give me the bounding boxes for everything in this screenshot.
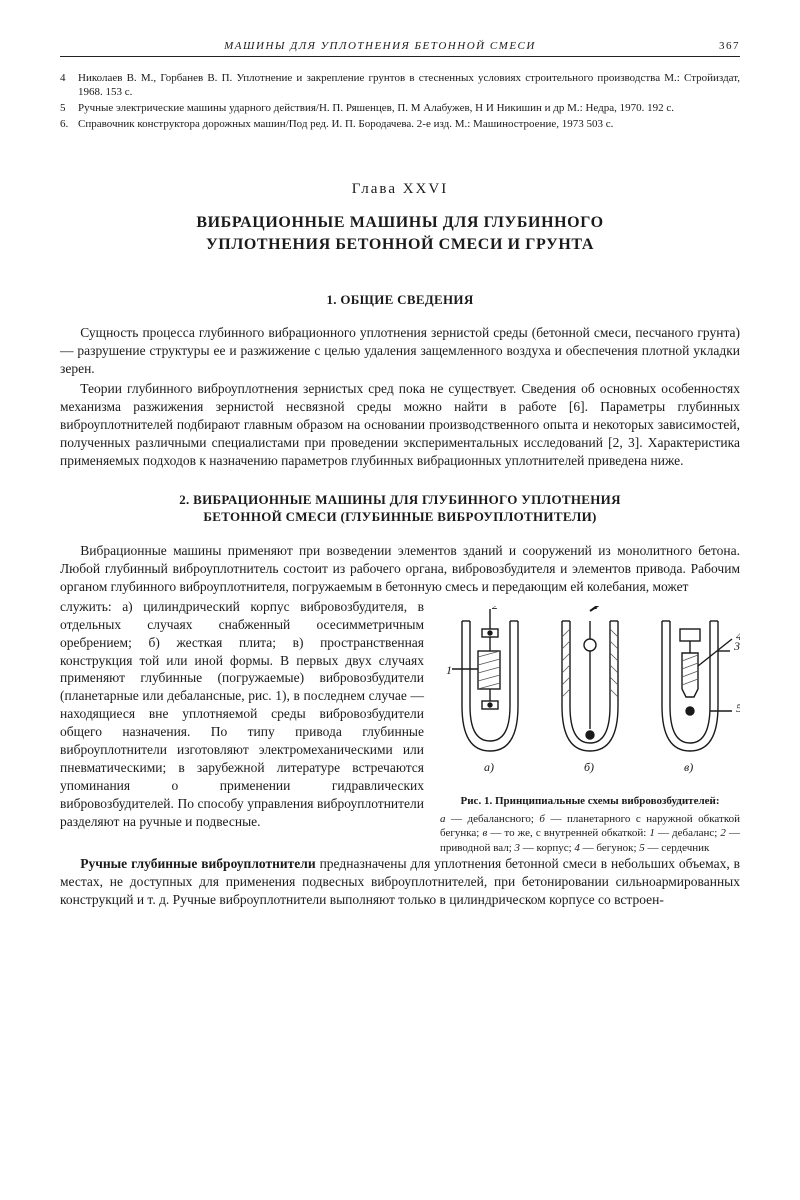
ref-num: 4: [60, 71, 78, 99]
running-header: МАШИНЫ ДЛЯ УПЛОТНЕНИЯ БЕТОННОЙ СМЕСИ 367: [60, 40, 740, 52]
paragraph: служить: а) цилиндрический корпус вибров…: [60, 598, 424, 831]
paragraph: Теории глубинного виброуплотнения зернис…: [60, 380, 740, 470]
chapter-label: Глава XXVI: [60, 181, 740, 198]
reference-item: 4 Николаев В. М., Горбанев В. П. Уплотне…: [60, 71, 740, 99]
section-title-1: 1. ОБЩИЕ СВЕДЕНИЯ: [60, 292, 740, 309]
references-block: 4 Николаев В. М., Горбанев В. П. Уплотне…: [60, 71, 740, 131]
section-title-2: 2. ВИБРАЦИОННЫЕ МАШИНЫ ДЛЯ ГЛУБИННОГО УП…: [60, 492, 740, 526]
ref-num: 5: [60, 101, 78, 115]
page: МАШИНЫ ДЛЯ УПЛОТНЕНИЯ БЕТОННОЙ СМЕСИ 367…: [0, 0, 800, 1200]
page-number: 367: [700, 40, 740, 52]
section-2-body: Вибрационные машины применяют при возвед…: [60, 542, 740, 909]
right-column-figure: 1 2 2 3 4 5 а) б) в) Рис. 1. Принцип: [440, 598, 740, 855]
ref-text: Ручные электрические машины ударного дей…: [78, 101, 740, 115]
running-title: МАШИНЫ ДЛЯ УПЛОТНЕНИЯ БЕТОННОЙ СМЕСИ: [60, 40, 700, 52]
fig-sub-v: в): [684, 760, 693, 774]
section-1-body: Сущность процесса глубинного вибрационно…: [60, 324, 740, 470]
figure-svg: 1 2 2 3 4 5 а) б) в): [440, 606, 740, 786]
paragraph: Вибрационные машины применяют при возвед…: [60, 542, 740, 596]
fig-label-5: 5: [736, 701, 740, 715]
chapter-title: ВИБРАЦИОННЫЕ МАШИНЫ ДЛЯ ГЛУБИННОГО УПЛОТ…: [60, 212, 740, 255]
section-title-line: БЕТОННОЙ СМЕСИ (ГЛУБИННЫЕ ВИБРОУПЛОТНИТЕ…: [203, 509, 596, 524]
fig-sub-b: б): [584, 760, 594, 774]
section-title-line: 2. ВИБРАЦИОННЫЕ МАШИНЫ ДЛЯ ГЛУБИННОГО УП…: [179, 492, 621, 507]
figure-1: 1 2 2 3 4 5 а) б) в): [440, 606, 740, 786]
two-column-block: служить: а) цилиндрический корпус вибров…: [60, 598, 740, 855]
reference-item: 6. Справочник конструктора дорожных маши…: [60, 117, 740, 131]
header-rule: [60, 56, 740, 57]
ref-num: 6.: [60, 117, 78, 131]
fig-label-4: 4: [736, 629, 740, 643]
figure-caption-body: а — дебалансного; б — планетарного с нар…: [440, 812, 740, 855]
figure-caption-title: Рис. 1. Принципиальные схемы вибровозбуд…: [440, 794, 740, 808]
reference-item: 5 Ручные электрические машины ударного д…: [60, 101, 740, 115]
figure-caption: Рис. 1. Принципиальные схемы вибровозбуд…: [440, 794, 740, 855]
chapter-title-line: ВИБРАЦИОННЫЕ МАШИНЫ ДЛЯ ГЛУБИННОГО: [196, 214, 603, 231]
paragraph-lead: Ручные глубинные виброуплотнители: [80, 856, 315, 871]
fig-label-2b: 2: [592, 606, 598, 612]
paragraph: Ручные глубинные виброуплотнители предна…: [60, 855, 740, 909]
chapter-title-line: УПЛОТНЕНИЯ БЕТОННОЙ СМЕСИ И ГРУНТА: [206, 236, 594, 253]
ref-text: Справочник конструктора дорожных машин/П…: [78, 117, 740, 131]
fig-label-2: 2: [492, 606, 498, 612]
ref-text: Николаев В. М., Горбанев В. П. Уплотнени…: [78, 71, 740, 99]
paragraph: Сущность процесса глубинного вибрационно…: [60, 324, 740, 378]
left-column: служить: а) цилиндрический корпус вибров…: [60, 598, 424, 855]
fig-sub-a: а): [484, 760, 494, 774]
fig-label-1: 1: [446, 663, 452, 677]
